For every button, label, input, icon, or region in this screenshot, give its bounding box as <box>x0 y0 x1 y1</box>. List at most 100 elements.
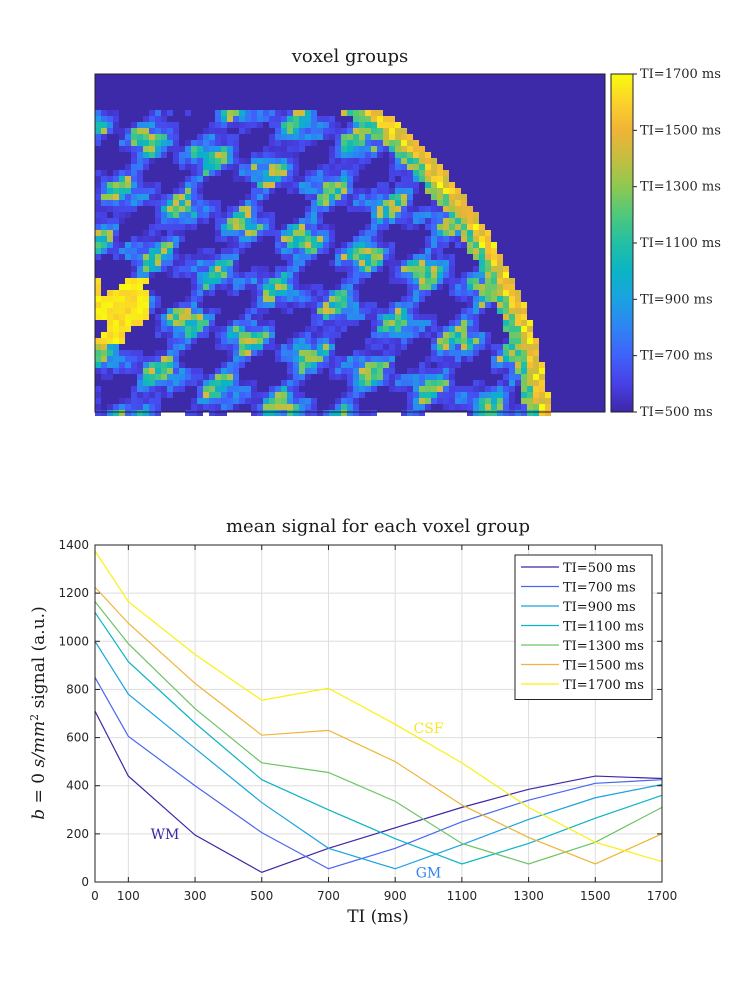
voxel <box>257 200 263 206</box>
voxel <box>155 122 161 128</box>
voxel <box>167 314 173 320</box>
voxel <box>293 392 299 398</box>
voxel <box>377 128 383 134</box>
voxel <box>167 332 173 338</box>
voxel <box>371 188 377 194</box>
voxel <box>293 344 299 350</box>
voxel <box>407 158 413 164</box>
voxel <box>197 182 203 188</box>
voxel <box>473 326 479 332</box>
voxel <box>137 392 143 398</box>
voxel <box>341 200 347 206</box>
voxel <box>317 176 323 182</box>
voxel <box>185 164 191 170</box>
voxel <box>425 170 431 176</box>
voxel <box>365 200 371 206</box>
voxel <box>413 320 419 326</box>
voxel <box>527 362 533 368</box>
voxel <box>527 392 533 398</box>
voxel <box>359 134 365 140</box>
voxel <box>167 326 173 332</box>
voxel <box>107 344 113 350</box>
voxel <box>269 392 275 398</box>
voxel <box>95 284 101 290</box>
voxel <box>443 374 449 380</box>
voxel <box>437 248 443 254</box>
voxel <box>395 212 401 218</box>
voxel <box>437 212 443 218</box>
voxel <box>131 410 137 416</box>
voxel <box>413 284 419 290</box>
voxel <box>431 260 437 266</box>
voxel <box>383 146 389 152</box>
voxel <box>305 374 311 380</box>
voxel <box>341 158 347 164</box>
voxel <box>449 278 455 284</box>
voxel <box>113 122 119 128</box>
voxel <box>149 410 155 416</box>
voxel <box>347 194 353 200</box>
voxel <box>293 128 299 134</box>
voxel <box>179 254 185 260</box>
voxel <box>515 344 521 350</box>
voxel <box>533 356 539 362</box>
voxel <box>161 116 167 122</box>
voxel <box>281 236 287 242</box>
voxel <box>119 206 125 212</box>
voxel <box>359 110 365 116</box>
voxel <box>485 260 491 266</box>
voxel <box>353 404 359 410</box>
voxel <box>455 356 461 362</box>
voxel <box>473 212 479 218</box>
voxel <box>215 368 221 374</box>
voxel <box>287 398 293 404</box>
voxel <box>209 212 215 218</box>
voxel <box>521 398 527 404</box>
voxel <box>287 146 293 152</box>
voxel <box>275 290 281 296</box>
voxel <box>413 290 419 296</box>
voxel <box>443 266 449 272</box>
voxel <box>329 242 335 248</box>
voxel <box>107 302 113 308</box>
voxel <box>95 290 101 296</box>
voxel <box>257 182 263 188</box>
voxel <box>275 110 281 116</box>
voxel <box>467 398 473 404</box>
voxel <box>101 206 107 212</box>
voxel <box>407 164 413 170</box>
voxel <box>155 230 161 236</box>
voxel <box>101 248 107 254</box>
voxel <box>473 344 479 350</box>
voxel <box>461 200 467 206</box>
voxel <box>347 134 353 140</box>
voxel <box>389 140 395 146</box>
voxel <box>287 140 293 146</box>
voxel <box>185 302 191 308</box>
voxel <box>371 224 377 230</box>
voxel <box>239 320 245 326</box>
voxel <box>329 374 335 380</box>
voxel <box>227 356 233 362</box>
voxel <box>473 380 479 386</box>
voxel <box>113 182 119 188</box>
voxel <box>383 140 389 146</box>
voxel <box>191 254 197 260</box>
voxel <box>347 170 353 176</box>
voxel <box>149 386 155 392</box>
voxel <box>215 128 221 134</box>
x-tick-label: 1300 <box>513 889 544 903</box>
voxel <box>107 116 113 122</box>
voxel <box>125 278 131 284</box>
voxel <box>155 368 161 374</box>
voxel <box>221 404 227 410</box>
voxel <box>443 230 449 236</box>
voxel <box>329 320 335 326</box>
voxel <box>359 368 365 374</box>
voxel <box>293 182 299 188</box>
voxel <box>215 206 221 212</box>
voxel <box>413 272 419 278</box>
voxel <box>437 254 443 260</box>
voxel <box>137 188 143 194</box>
voxel <box>119 404 125 410</box>
